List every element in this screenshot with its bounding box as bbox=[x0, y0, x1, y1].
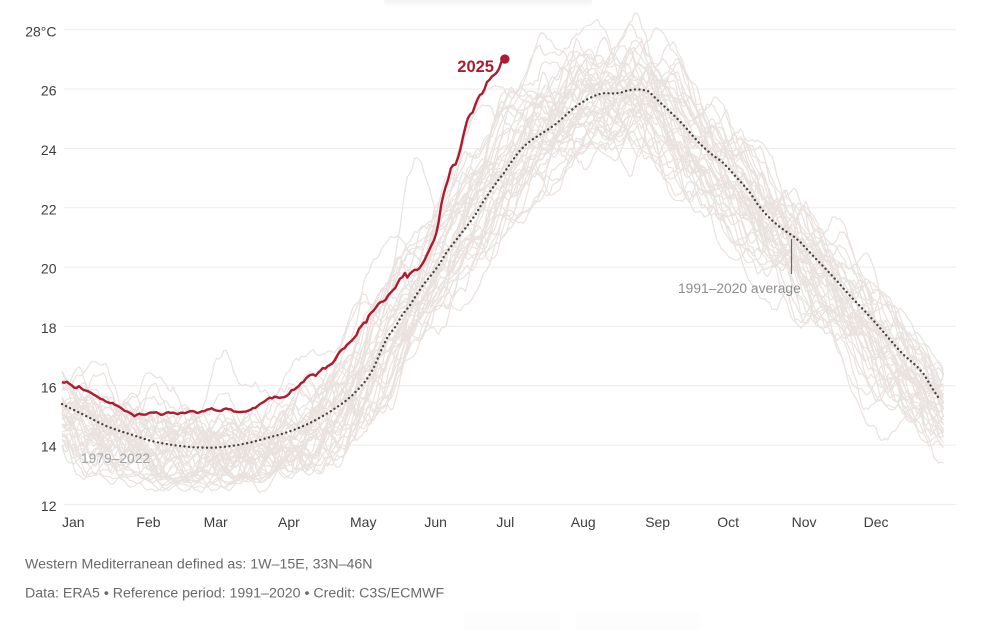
svg-text:Dec: Dec bbox=[864, 514, 889, 530]
svg-text:Jul: Jul bbox=[496, 514, 514, 530]
svg-text:12: 12 bbox=[41, 498, 57, 514]
svg-text:22: 22 bbox=[41, 201, 57, 217]
svg-text:Nov: Nov bbox=[792, 514, 817, 530]
svg-text:Mar: Mar bbox=[204, 514, 228, 530]
svg-text:Aug: Aug bbox=[571, 514, 596, 530]
svg-text:18: 18 bbox=[41, 320, 57, 336]
svg-text:1991–2020 average: 1991–2020 average bbox=[678, 281, 801, 296]
svg-text:1979–2022: 1979–2022 bbox=[81, 451, 150, 466]
svg-text:26: 26 bbox=[41, 83, 57, 99]
svg-text:14: 14 bbox=[41, 439, 57, 455]
svg-text:May: May bbox=[350, 514, 376, 530]
svg-text:Jun: Jun bbox=[424, 514, 447, 530]
svg-text:Sep: Sep bbox=[645, 514, 670, 530]
svg-text:Apr: Apr bbox=[278, 514, 300, 530]
svg-text:16: 16 bbox=[41, 379, 57, 395]
svg-text:28°C: 28°C bbox=[25, 23, 56, 39]
svg-text:Feb: Feb bbox=[136, 514, 160, 530]
svg-text:20: 20 bbox=[41, 261, 57, 277]
svg-text:Data: ERA5 • Reference period:: Data: ERA5 • Reference period: 1991–2020… bbox=[25, 586, 445, 602]
svg-text:Jan: Jan bbox=[62, 514, 85, 530]
svg-text:Western Mediterranean defined: Western Mediterranean defined as: 1W–15E… bbox=[25, 557, 373, 573]
svg-text:2025: 2025 bbox=[457, 58, 494, 76]
svg-text:24: 24 bbox=[41, 142, 57, 158]
svg-text:Oct: Oct bbox=[717, 514, 739, 530]
